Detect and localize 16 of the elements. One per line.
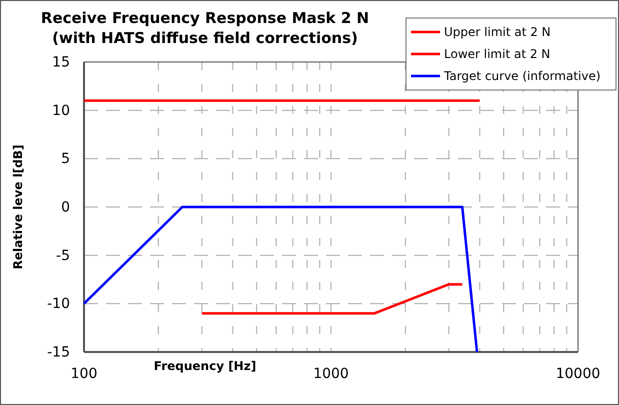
legend-label: Lower limit at 2 N — [444, 47, 550, 61]
y-tick-label: 15 — [52, 54, 70, 70]
y-tick-label: -10 — [47, 296, 70, 312]
y-tick-label: -15 — [47, 344, 70, 360]
y-tick-label: 5 — [61, 151, 70, 168]
legend-label: Target curve (informative) — [443, 69, 601, 83]
chart-title: Receive Frequency Response Mask 2 N (with HATS diffuse field corrections) — [40, 9, 370, 47]
x-tick-label: 1000 — [313, 366, 349, 382]
y-tick-label: 10 — [52, 102, 70, 119]
x-tick-label: 10000 — [556, 366, 600, 382]
x-axis-title: Frequency [Hz] — [154, 359, 256, 373]
x-tick-label: 100 — [70, 366, 98, 382]
y-tick-label: -5 — [56, 248, 70, 264]
y-tick-label: 0 — [61, 199, 70, 216]
y-axis-title: Relative leve l[dB] — [11, 144, 25, 270]
legend-label: Upper limit at 2 N — [444, 25, 551, 39]
